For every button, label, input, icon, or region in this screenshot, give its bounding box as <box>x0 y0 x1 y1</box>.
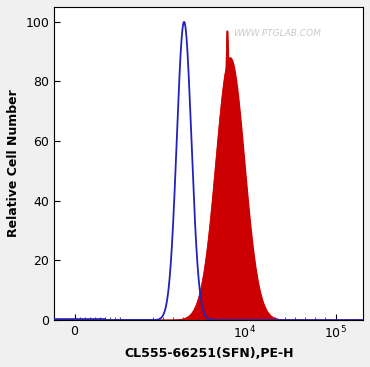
Text: WWW.PTGLAB.COM: WWW.PTGLAB.COM <box>233 29 321 38</box>
Y-axis label: Relative Cell Number: Relative Cell Number <box>7 90 20 237</box>
X-axis label: CL555-66251(SFN),PE-H: CL555-66251(SFN),PE-H <box>124 347 293 360</box>
